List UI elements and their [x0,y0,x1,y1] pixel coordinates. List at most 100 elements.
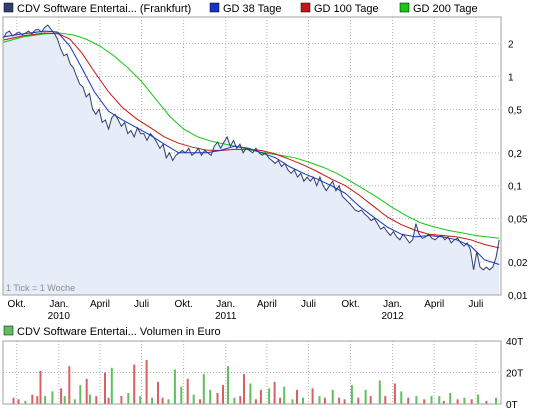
volume-bar [95,396,98,404]
x-tick-label: Juli [468,299,483,310]
volume-bar [463,397,466,404]
volume-bar [44,396,47,404]
volume-bar [145,359,148,404]
legend-label-gd100: GD 100 Tage [314,3,379,15]
volume-bar [279,397,282,404]
volume-bar [239,396,242,404]
y-tick-label: 0,05 [508,215,528,226]
legend: CDV Software Entertai... (Frankfurt) GD … [3,2,478,15]
volume-bar [369,396,372,404]
volume-bar [227,366,229,404]
volume-bar [273,381,276,404]
volume-bar [430,396,433,404]
volume-bar [79,385,82,404]
y-tick-label: 0,2 [508,149,522,160]
volume-bar [323,397,326,404]
volume-bar [107,397,110,404]
volume-bar [302,397,304,404]
y-tick-label: 0,1 [508,182,522,193]
y-tick-label: 0,5 [508,105,522,116]
legend-label-price: CDV Software Entertai... (Frankfurt) [17,3,191,15]
volume-bar [331,389,334,404]
tick-note: 1 Tick = 1 Woche [6,283,75,293]
volume-bar [110,367,113,404]
price-area [3,25,500,295]
x-tick-label: Okt. [8,299,26,310]
y-tick-label: 2 [508,40,514,51]
volume-y-tick-label: 40T [506,337,523,348]
volume-y-axis: 40T 20T 0T [506,337,523,410]
legend-swatch-gd200 [399,2,410,13]
volume-bar [199,399,202,404]
volume-bar [51,391,54,404]
volume-bar [254,399,257,404]
x-tick-label: Juli [301,299,316,310]
volume-legend-swatch [3,325,14,336]
legend-label-gd38: GD 38 Tage [223,3,282,15]
x-tick-year-label: 2011 [215,311,237,322]
legend-swatch-gd38 [209,2,220,13]
series-line-gd38 [2,30,500,265]
volume-bar [36,396,39,404]
volume-bar [283,386,286,404]
y-tick-label: 0,02 [508,258,528,269]
volume-bar [120,396,123,404]
y-tick-label: 0,01 [508,291,528,302]
x-tick-label: Okt. [174,299,192,310]
volume-bar [209,389,212,404]
series-line-price [2,24,500,271]
x-tick-label: Okt. [341,299,359,310]
volume-bar [318,396,321,404]
volume-bar [127,393,130,404]
volume-bar [495,397,497,404]
volume-bar [249,383,252,404]
volume-bar [157,381,159,404]
legend-swatch-gd100 [300,2,311,13]
volume-bar [291,399,294,404]
volume-bar [442,400,445,404]
volume-bar [357,397,360,404]
volume-bar [407,397,410,404]
volume-bar [161,397,164,404]
volume-bar [151,397,154,404]
volume-bar [243,374,245,404]
x-tick-label: Jan. [383,299,402,310]
legend-label-gd200: GD 200 Tage [413,3,478,15]
volume-bar [139,396,142,404]
volume-bar [343,399,346,404]
volume-y-tick-label: 0T [506,400,518,410]
volume-bar [485,400,488,404]
volume-title: CDV Software Entertai... Volumen in Euro [17,326,221,338]
volume-bar [338,397,341,404]
volume-bar [180,386,183,404]
x-tick-label: April [90,299,110,310]
volume-bar [60,388,63,405]
price-plot-frame [2,16,502,296]
volume-bar [167,399,170,404]
x-tick-label: Juli [134,299,149,310]
volume-bar [24,400,27,404]
volume-bar [350,385,353,404]
volume-bar [88,394,91,404]
volume-bar [378,380,381,404]
volume-bar [73,399,76,404]
volume-bar [415,396,418,404]
x-tick-year-label: 2010 [48,311,71,322]
volume-bar [233,397,236,404]
series-line-gd200 [2,32,500,239]
volume-bar [449,393,452,404]
x-tick-year-label: 2012 [381,311,404,322]
legend-swatch-price [3,2,14,13]
volume-bar [438,396,441,404]
volume-bar [68,366,71,404]
volume-bar [173,369,176,404]
volume-bar [364,389,367,404]
volume-bar [456,399,459,404]
x-tick-label: Jan. [216,299,235,310]
volume-bar [133,364,136,404]
volume-bar [470,399,473,404]
volume-bar [202,374,205,404]
volume-bar [31,394,34,404]
volume-bar [39,370,42,404]
